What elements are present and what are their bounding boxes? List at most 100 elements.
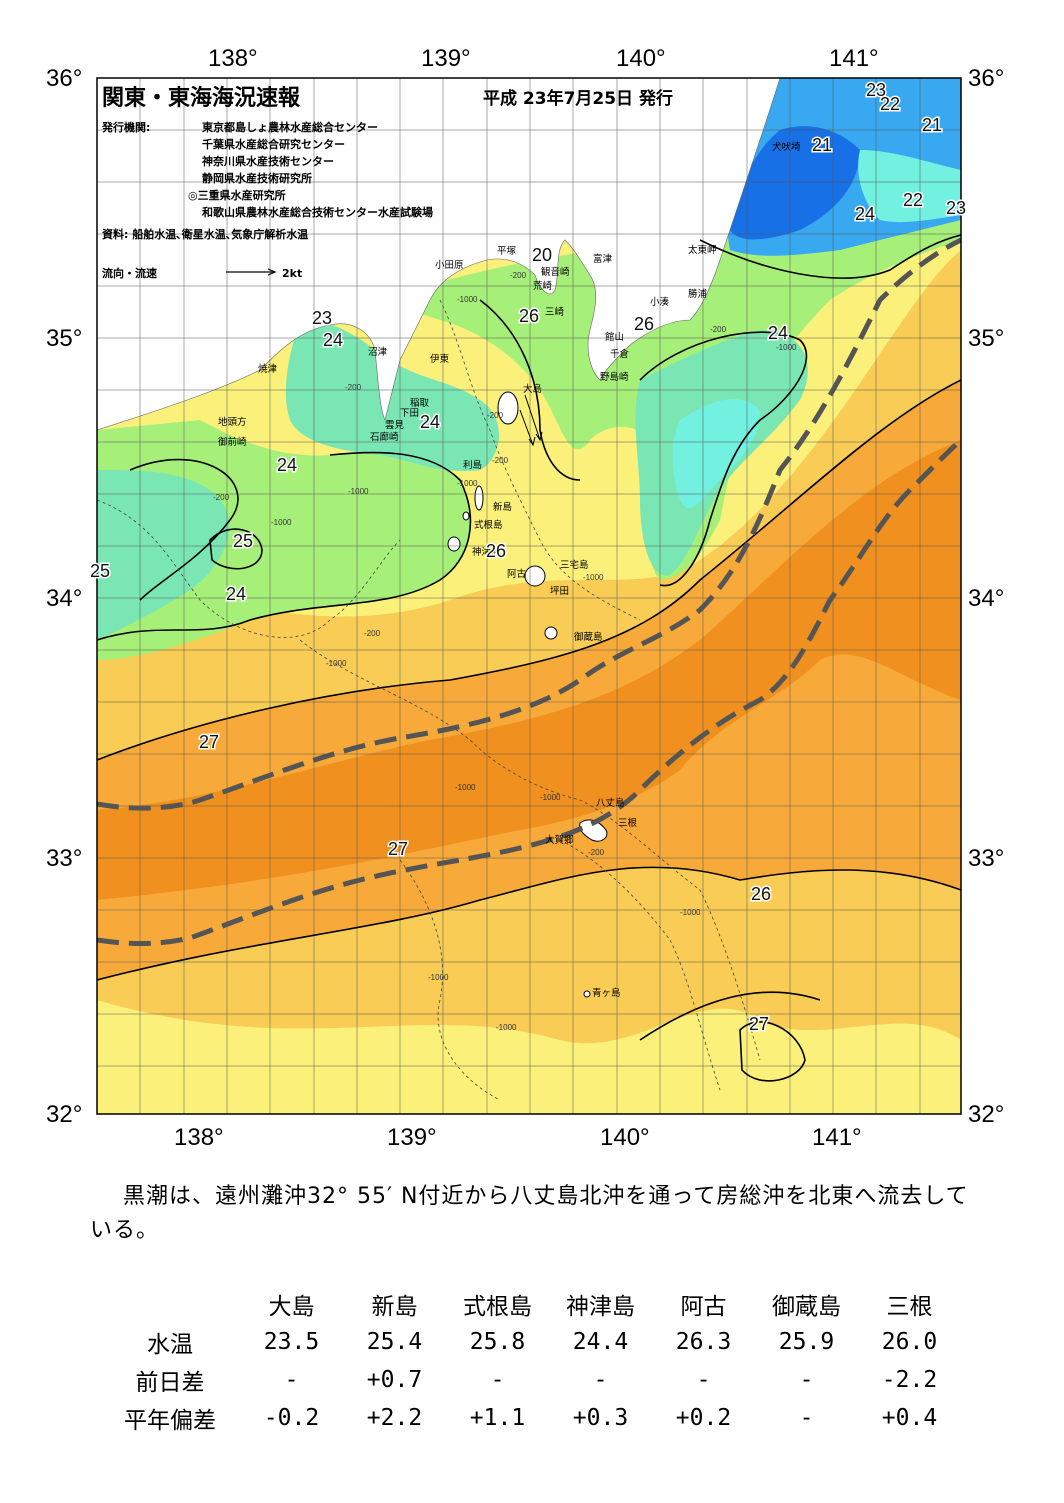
depth-labels: -200 -200 -200 -200 -200 -200 -200 -200 … bbox=[213, 271, 797, 1032]
place-miyakejima: 三宅島 bbox=[560, 559, 589, 571]
depth-label: -1000 bbox=[457, 295, 478, 304]
publisher-1: 東京都島しょ農林水産総合センター bbox=[202, 120, 378, 134]
lat-label-35-right: 35° bbox=[968, 325, 1004, 352]
lon-label-138-top: 138° bbox=[208, 45, 258, 72]
table-cell: +0.4 bbox=[881, 1405, 938, 1431]
table-cell: - bbox=[490, 1367, 505, 1393]
lon-label-140-top: 140° bbox=[616, 45, 666, 72]
place-omaezaki: 御前崎 bbox=[218, 436, 247, 448]
place-chikura: 千倉 bbox=[610, 348, 630, 360]
place-hiratsuka: 平塚 bbox=[497, 246, 517, 257]
isotherm-label: 24 bbox=[768, 323, 788, 343]
depth-label: -1000 bbox=[776, 343, 797, 352]
depth-label: -1000 bbox=[583, 573, 604, 582]
isotherm-label: 22 bbox=[903, 190, 923, 210]
depth-label: -1000 bbox=[348, 487, 369, 496]
kozushima-island bbox=[447, 536, 461, 552]
place-arasaki: 荒崎 bbox=[533, 280, 553, 292]
mikurajima-island bbox=[544, 626, 558, 640]
sst-27plus-core bbox=[97, 440, 961, 900]
place-kannonzaki: 観音崎 bbox=[541, 266, 570, 278]
island-observation-table: 大島 新島 式根島 神津島 阿古 御蔵島 三根 水温 23.5 25.4 25.… bbox=[100, 1285, 961, 1437]
legend-speed: 2kt bbox=[282, 267, 302, 280]
aogashima-island bbox=[583, 990, 591, 998]
row-header: 前日差 bbox=[135, 1370, 205, 1396]
place-inatori: 稲取 bbox=[410, 397, 430, 409]
map-frame bbox=[96, 77, 962, 1115]
honshu-coast-land bbox=[97, 78, 781, 431]
depth-label: -1000 bbox=[540, 793, 561, 802]
place-inubozaki: 犬吠埼 bbox=[772, 141, 801, 153]
publisher-2: 千葉県水産総合研究センター bbox=[202, 137, 345, 151]
lat-label-36-left: 36° bbox=[46, 65, 82, 92]
oshima-island bbox=[497, 391, 519, 425]
depth-contours bbox=[97, 299, 761, 1101]
table-cell: +0.2 bbox=[675, 1405, 732, 1431]
column-header: 御蔵島 bbox=[772, 1294, 841, 1320]
depth-label: -200 bbox=[487, 411, 504, 420]
table-cell: -2.2 bbox=[881, 1367, 938, 1393]
table-cell: +0.7 bbox=[366, 1367, 423, 1393]
kuroshio-axis bbox=[97, 237, 961, 946]
data-source: 資料: 船舶水温､衛星水温､気象庁解析水温 bbox=[102, 227, 308, 241]
table-cell: 25.8 bbox=[469, 1329, 526, 1355]
publisher-5: ◎三重県水産研究所 bbox=[188, 188, 286, 202]
place-odawara: 小田原 bbox=[435, 260, 464, 271]
lon-label-141-top: 141° bbox=[829, 45, 879, 72]
isotherm-label: 27 bbox=[199, 732, 219, 752]
place-kumomi: 雲見 bbox=[385, 420, 405, 431]
isotherm-label: 27 bbox=[749, 1014, 769, 1034]
place-aogashima: 青ヶ島 bbox=[592, 987, 621, 999]
depth-label: -1000 bbox=[457, 479, 478, 488]
table-cell: 25.9 bbox=[778, 1329, 835, 1355]
place-ako: 阿古 bbox=[507, 568, 527, 580]
place-oshima: 大島 bbox=[523, 383, 542, 395]
legend-arrowhead-icon bbox=[267, 268, 277, 276]
isotherm-label: 20 bbox=[532, 245, 552, 265]
legend-label: 流向・流速 bbox=[102, 266, 157, 280]
place-katsuura: 勝浦 bbox=[688, 288, 708, 300]
lon-label-139-bottom: 139° bbox=[387, 1124, 437, 1151]
isotherm-label: 26 bbox=[751, 884, 771, 904]
isotherm-label: 26 bbox=[519, 306, 539, 326]
place-ito: 伊東 bbox=[430, 353, 450, 365]
depth-label: -200 bbox=[364, 629, 381, 638]
current-arrows bbox=[519, 394, 543, 447]
column-header: 三根 bbox=[886, 1294, 933, 1320]
lon-label-138-bottom: 138° bbox=[174, 1124, 224, 1151]
isotherm-label: 24 bbox=[277, 455, 297, 475]
place-irozaki: 石廊崎 bbox=[370, 431, 399, 443]
publisher-3: 神奈川県水産技術センター bbox=[202, 154, 334, 168]
table-row: 平年偏差 -0.2 +2.2 +1.1 +0.3 +0.2 - +0.4 bbox=[100, 1399, 961, 1437]
lat-label-34-left: 34° bbox=[46, 585, 82, 612]
place-misaki: 三崎 bbox=[545, 306, 565, 318]
depth-label: -1000 bbox=[455, 783, 476, 792]
isotherm-label: 27 bbox=[388, 839, 408, 859]
isotherm-label: 24 bbox=[226, 584, 246, 604]
place-shimoda: 下田 bbox=[400, 408, 419, 419]
lat-label-32-right: 32° bbox=[968, 1101, 1004, 1128]
isotherm-label: 25 bbox=[233, 531, 253, 551]
column-header: 神津島 bbox=[566, 1294, 635, 1320]
depth-label: -200 bbox=[510, 271, 527, 280]
isotherm-label: 24 bbox=[323, 330, 343, 350]
depth-label: -1000 bbox=[428, 973, 449, 982]
publisher-4: 静岡県水産技術研究所 bbox=[202, 171, 312, 185]
place-numazu: 沼津 bbox=[368, 347, 388, 358]
place-taitomisaki: 太東岬 bbox=[688, 244, 717, 256]
column-header: 阿古 bbox=[680, 1294, 727, 1320]
table-cell: 26.0 bbox=[881, 1329, 938, 1355]
table-row: 前日差 - +0.7 - - - - -2.2 bbox=[100, 1361, 961, 1399]
table-header-row: 大島 新島 式根島 神津島 阿古 御蔵島 三根 bbox=[100, 1285, 961, 1323]
isotherm-label: 21 bbox=[812, 135, 832, 155]
kuroshio-summary: 黒潮は、遠州灘沖32° 55′ N付近から八丈島北沖を通って房総沖を北東へ流去し… bbox=[90, 1184, 969, 1243]
place-hachijojima: 八丈島 bbox=[596, 797, 625, 809]
depth-label: -200 bbox=[710, 325, 727, 334]
miyakejima-island bbox=[524, 565, 546, 587]
niijima-island bbox=[474, 485, 484, 511]
sst-22-band bbox=[672, 399, 760, 509]
table-row: 水温 23.5 25.4 25.8 24.4 26.3 25.9 26.0 bbox=[100, 1323, 961, 1361]
place-kominato: 小湊 bbox=[650, 296, 670, 308]
depth-label: -1000 bbox=[326, 659, 347, 668]
lat-label-33-right: 33° bbox=[968, 845, 1004, 872]
